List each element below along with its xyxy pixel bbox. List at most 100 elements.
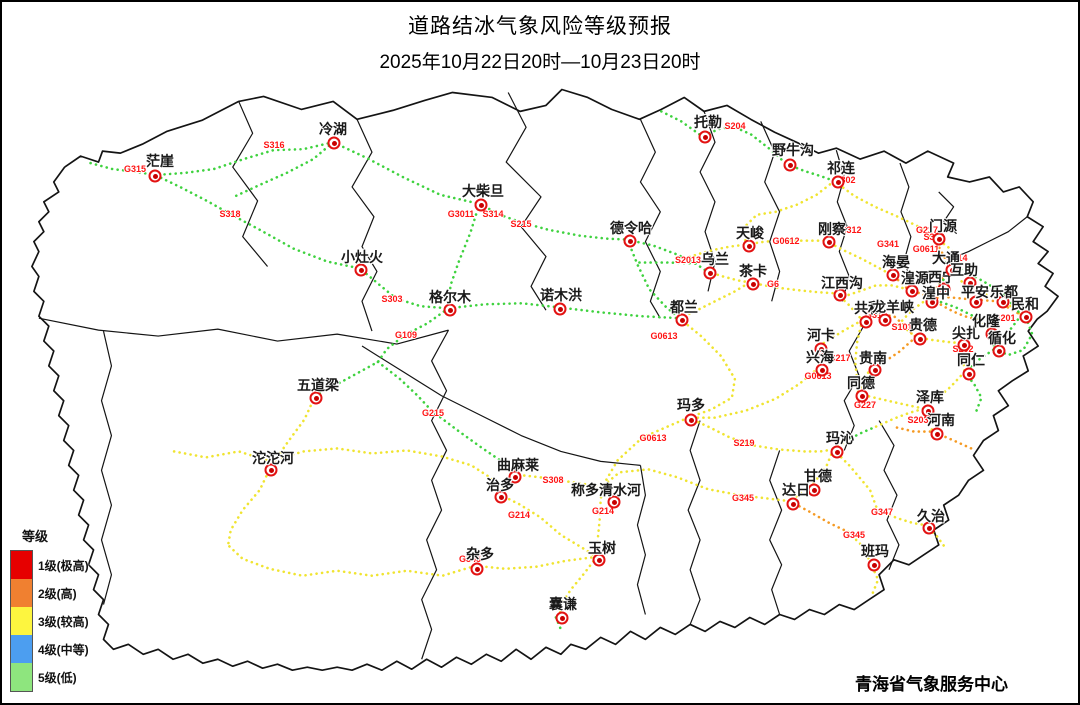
road-number-label: S201 <box>994 313 1016 323</box>
road-segment-level-3 <box>914 335 961 345</box>
county-boundary <box>699 111 716 292</box>
city-marker <box>969 295 983 309</box>
city-label: 天峻 <box>736 225 764 241</box>
road-number-label: G345 <box>731 493 755 503</box>
county-boundary <box>639 119 661 319</box>
city-label: 称多清水河 <box>571 482 641 498</box>
county-boundary <box>878 420 900 570</box>
city-marker-core <box>811 487 817 493</box>
city-label: 门源 <box>929 218 957 234</box>
road-segment-level-3 <box>922 407 935 433</box>
road-number-label: G0613 <box>804 371 832 381</box>
city-label: 泽库 <box>916 389 944 405</box>
city-label: 循化 <box>988 330 1016 346</box>
road-segment-level-5 <box>232 140 335 199</box>
county-boundary <box>835 149 850 302</box>
city-label: 同德 <box>847 375 875 391</box>
legend-item: 3级(较高) <box>10 606 89 636</box>
city-marker-core <box>679 317 685 323</box>
city-label: 同仁 <box>957 352 985 368</box>
county-boundary <box>232 101 269 267</box>
city-label: 茫崖 <box>146 153 174 169</box>
city-marker-core <box>967 280 973 286</box>
city-marker <box>623 234 637 248</box>
road-segment-level-5 <box>785 162 836 183</box>
city-marker <box>684 413 698 427</box>
road-segment-level-3 <box>474 555 598 571</box>
city-marker-core <box>447 307 453 313</box>
city-marker-core <box>826 239 832 245</box>
city-marker-core <box>702 134 708 140</box>
city-marker <box>822 235 836 249</box>
road-segment-level-5 <box>478 202 629 241</box>
city-marker <box>264 463 278 477</box>
city-marker-core <box>478 202 484 208</box>
road-segment-level-3 <box>856 392 926 410</box>
city-marker-core <box>934 431 940 437</box>
city-marker-core <box>819 367 825 373</box>
county-boundary <box>899 162 915 287</box>
city-label: 玛沁 <box>826 430 854 446</box>
road-segment-level-3 <box>933 236 962 272</box>
road-segment-level-5 <box>447 202 481 310</box>
city-marker-core <box>498 494 504 500</box>
city-marker <box>807 483 821 497</box>
legend-item-label: 1级(极高) <box>38 558 89 573</box>
city-label: 互助 <box>950 262 978 278</box>
city-marker <box>508 470 522 484</box>
city-marker <box>831 175 845 189</box>
city-label: 大通 <box>932 250 960 266</box>
road-segment-level-3 <box>835 292 864 322</box>
risk-legend: 等级 1级(极高) 2级(高) 3级(较高) 4级(中等) 5级(低) <box>10 526 89 692</box>
road-number-label: G315 <box>123 164 147 174</box>
city-marker-core <box>596 557 602 563</box>
road-segment-level-3 <box>835 284 910 297</box>
road-segment-level-5 <box>963 370 983 412</box>
city-marker-core <box>474 566 480 572</box>
city-marker <box>443 303 457 317</box>
city-marker-core <box>1000 299 1006 305</box>
city-label: 托勒 <box>694 114 722 130</box>
road-number-label: G3011 <box>447 209 475 219</box>
city-marker-core <box>890 272 896 278</box>
city-marker-core <box>512 474 518 480</box>
city-marker-core <box>707 270 713 276</box>
road-number-label: G214 <box>507 510 531 520</box>
city-marker <box>1019 310 1033 324</box>
city-marker <box>814 342 828 356</box>
city-marker-core <box>331 140 337 146</box>
city-marker <box>945 263 959 277</box>
road-segment-level-5 <box>934 299 996 351</box>
city-label: 大柴旦 <box>462 183 504 199</box>
city-label: 都兰 <box>670 299 698 315</box>
road-segment-level-5 <box>376 360 515 476</box>
road-number-label: G0611 <box>912 244 940 254</box>
city-marker-core <box>750 281 756 287</box>
road-segment-level-3 <box>809 448 835 489</box>
city-marker-core <box>790 501 796 507</box>
road-segment-level-3 <box>846 530 872 564</box>
city-label: 囊谦 <box>549 596 577 612</box>
city-marker-core <box>611 499 617 505</box>
road-segment-level-5 <box>447 301 681 320</box>
province-boundary <box>31 88 1059 672</box>
city-marker <box>783 158 797 172</box>
city-label: 贵德 <box>909 317 937 333</box>
road-number-label: G6 <box>766 279 780 289</box>
road-segment-level-2 <box>869 335 918 370</box>
road-number-label: G347 <box>870 507 894 517</box>
city-marker <box>553 302 567 316</box>
city-marker-core <box>559 615 565 621</box>
road-number-label: S2013 <box>674 255 702 265</box>
city-label: 小灶火 <box>341 249 383 265</box>
city-marker-core <box>929 299 935 305</box>
city-label: 江西沟 <box>821 275 863 291</box>
city-marker-core <box>268 467 274 473</box>
city-marker <box>148 169 162 183</box>
city-label: 乐都 <box>990 284 1018 300</box>
city-marker <box>555 611 569 625</box>
road-number-label: G227 <box>853 400 877 410</box>
city-label: 冷湖 <box>319 121 347 137</box>
city-marker-core <box>818 346 824 352</box>
